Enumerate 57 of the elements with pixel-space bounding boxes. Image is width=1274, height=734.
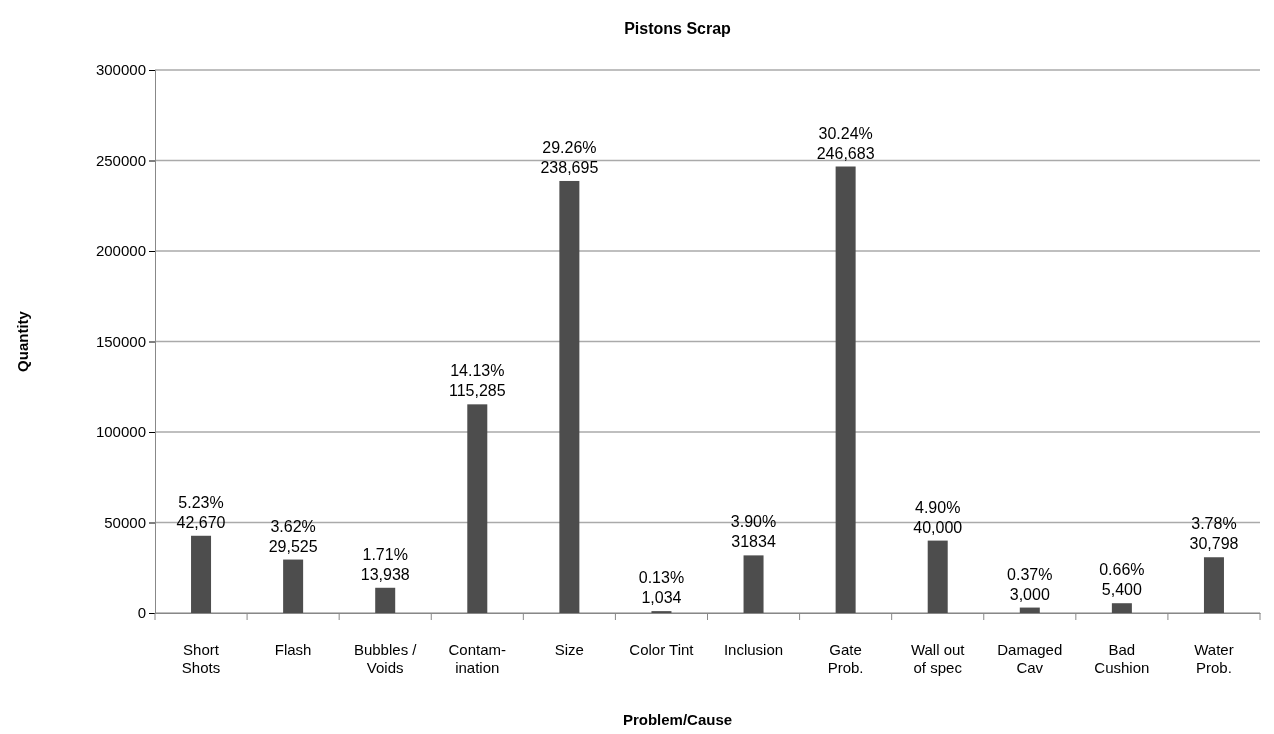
x-axis-title: Problem/Cause — [622, 711, 733, 728]
annotation: 0.66% — [1099, 561, 1145, 579]
annotation: 30.24% — [818, 124, 873, 142]
y-tick-label: 100000 — [95, 423, 146, 441]
annotation: 14.13% — [450, 362, 505, 380]
x-tick-label: Inclusion — [723, 641, 784, 658]
annotation: 1.71% — [362, 545, 408, 563]
data-label: 1,034 — [641, 589, 682, 607]
data-label: 238,695 — [540, 158, 599, 176]
x-tick-label: Water Prob. — [1194, 641, 1234, 676]
y-tick-label: 300000 — [95, 61, 146, 79]
bar — [467, 404, 488, 613]
x-tick-label: Gate Prob. — [827, 641, 864, 676]
annotation: 5.23% — [178, 493, 224, 511]
annotation: 0.37% — [1007, 565, 1053, 583]
annotation: 3.62% — [270, 517, 316, 535]
x-tick-label: Contam- ination — [448, 641, 507, 676]
data-label: 31834 — [731, 533, 776, 551]
data-label: 13,938 — [360, 565, 410, 583]
y-tick-label: 250000 — [95, 151, 146, 169]
data-label: 29,525 — [268, 537, 318, 555]
bar — [191, 535, 212, 613]
bar — [1019, 607, 1040, 613]
x-tick-label: Bubbles / Voids — [353, 641, 418, 676]
bar — [559, 180, 580, 613]
annotation: 0.13% — [638, 569, 685, 587]
y-tick-label: 150000 — [95, 332, 146, 350]
y-tick-label: 200000 — [95, 242, 146, 260]
bar — [927, 540, 948, 613]
data-label: 42,670 — [176, 513, 226, 531]
x-tick-label: Size — [554, 641, 584, 658]
data-label: 115,285 — [448, 382, 506, 400]
data-label: 40,000 — [913, 518, 963, 536]
bar — [375, 587, 396, 613]
x-tick-label: Short Shots — [181, 641, 221, 676]
chart-title: Pistons Scrap — [624, 20, 732, 37]
annotation: 29.26% — [542, 138, 597, 156]
y-tick-label: 50000 — [104, 513, 146, 531]
data-label: 30,798 — [1189, 535, 1239, 553]
annotation: 3.90% — [730, 513, 777, 531]
y-axis-title: Quantity — [14, 310, 31, 372]
bar — [835, 166, 856, 613]
annotation: 3.78% — [1191, 515, 1237, 533]
x-tick-label: Damaged Cav — [997, 641, 1063, 676]
data-label: 246,683 — [816, 144, 875, 162]
data-label: 5,400 — [1101, 581, 1142, 599]
data-label: 3,000 — [1009, 585, 1050, 603]
bar — [1203, 557, 1224, 613]
bar — [283, 559, 304, 613]
annotation: 4.90% — [915, 498, 961, 516]
bar — [1111, 603, 1132, 613]
y-tick-label: 0 — [137, 604, 146, 622]
x-tick-label: Wall out of spec — [910, 641, 966, 676]
x-tick-label: Bad Cushion — [1094, 641, 1150, 676]
bar — [743, 555, 764, 613]
x-tick-label: Color Tint — [629, 641, 695, 658]
x-tick-label: Flash — [274, 641, 312, 658]
